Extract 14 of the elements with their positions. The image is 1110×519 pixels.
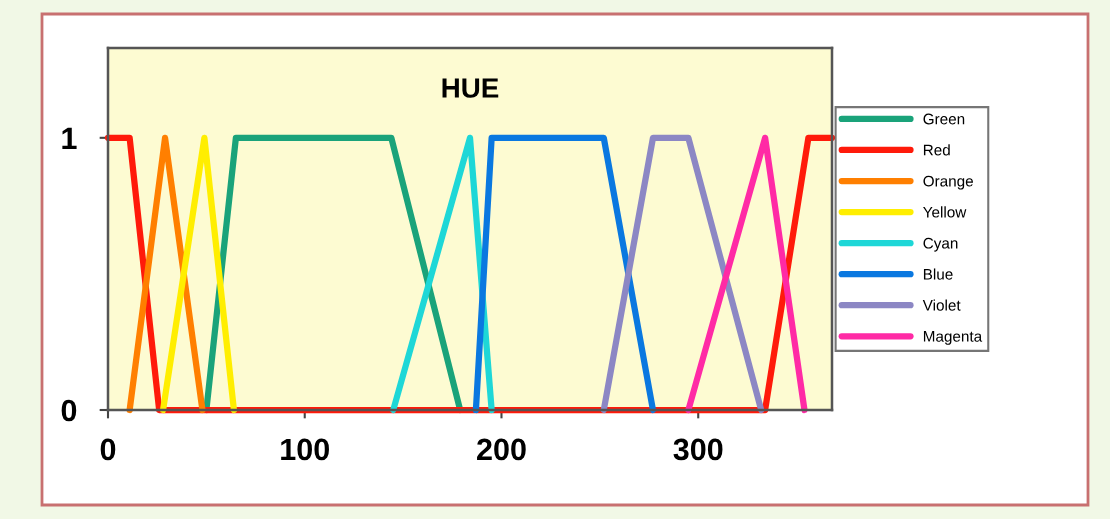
legend-label: Green <box>923 113 965 125</box>
legend-label: Orange <box>923 175 973 190</box>
x-tick-label: 300 <box>673 438 723 461</box>
legend-label: Violet <box>922 299 961 311</box>
x-tick-label: 200 <box>477 438 526 461</box>
legend-label: Red <box>923 144 950 156</box>
legend-label: Blue <box>923 268 953 280</box>
legend-label: Yellow <box>923 206 967 218</box>
x-tick-label: 0 <box>100 438 116 461</box>
legend-label: Magenta <box>923 331 983 345</box>
x-tick-label: 100 <box>281 438 329 461</box>
text: HUE <box>442 78 499 98</box>
y-tick-label: 1 <box>62 127 77 149</box>
legend-label: Cyan <box>923 237 958 252</box>
